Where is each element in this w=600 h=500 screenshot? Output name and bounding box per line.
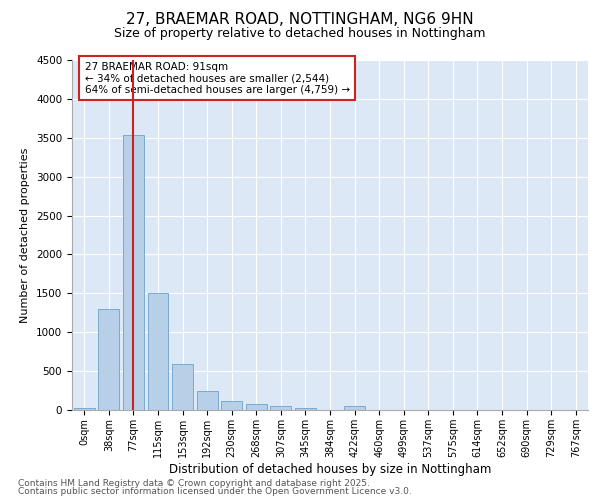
- Text: 27 BRAEMAR ROAD: 91sqm
← 34% of detached houses are smaller (2,544)
64% of semi-: 27 BRAEMAR ROAD: 91sqm ← 34% of detached…: [85, 62, 350, 95]
- Bar: [271, 406, 292, 410]
- Bar: [172, 364, 193, 410]
- Bar: [197, 392, 218, 410]
- Bar: [98, 309, 119, 410]
- Text: Contains HM Land Registry data © Crown copyright and database right 2025.: Contains HM Land Registry data © Crown c…: [18, 478, 370, 488]
- Bar: [148, 294, 169, 410]
- X-axis label: Distribution of detached houses by size in Nottingham: Distribution of detached houses by size …: [169, 462, 491, 475]
- Bar: [123, 136, 144, 410]
- Text: 27, BRAEMAR ROAD, NOTTINGHAM, NG6 9HN: 27, BRAEMAR ROAD, NOTTINGHAM, NG6 9HN: [126, 12, 474, 28]
- Bar: [74, 408, 95, 410]
- Bar: [295, 408, 316, 410]
- Y-axis label: Number of detached properties: Number of detached properties: [20, 148, 31, 322]
- Bar: [344, 406, 365, 410]
- Text: Size of property relative to detached houses in Nottingham: Size of property relative to detached ho…: [114, 28, 486, 40]
- Bar: [246, 404, 267, 410]
- Text: Contains public sector information licensed under the Open Government Licence v3: Contains public sector information licen…: [18, 487, 412, 496]
- Bar: [221, 401, 242, 410]
